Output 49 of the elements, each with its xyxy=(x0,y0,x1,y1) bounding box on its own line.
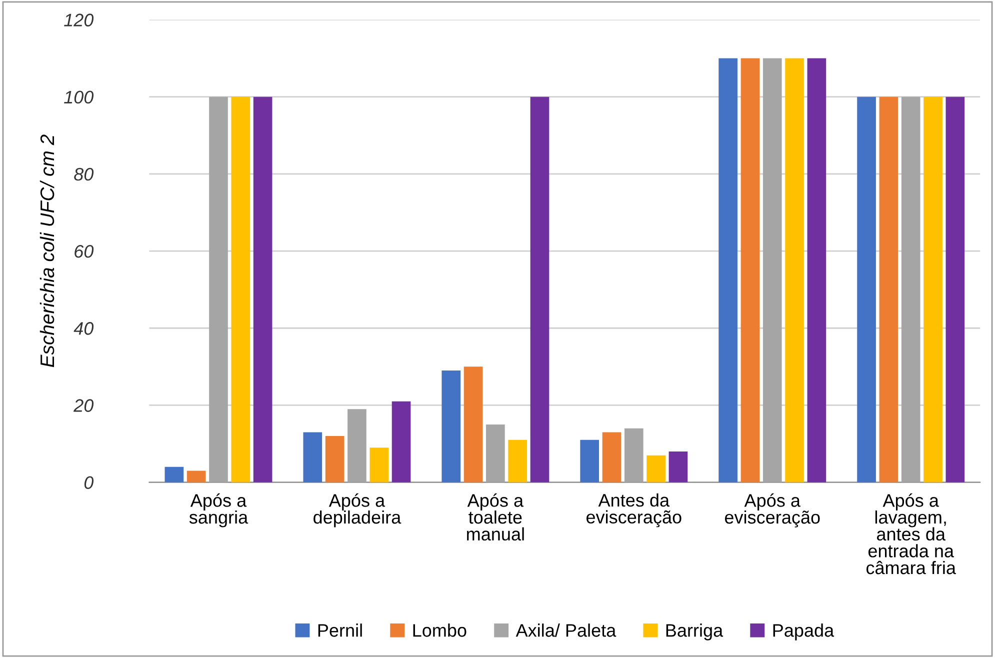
bar xyxy=(486,424,505,482)
y-tick-label: 20 xyxy=(74,399,94,412)
bar xyxy=(186,470,206,482)
bar xyxy=(370,448,389,482)
bar xyxy=(857,96,876,482)
y-tick-label: 60 xyxy=(74,244,94,258)
x-tick-label: Após a lavagem, antes da entrada na câmara fria xyxy=(866,493,956,574)
x-tick-label: Após a evisceração xyxy=(724,493,820,528)
legend-label: Barriga xyxy=(666,624,724,640)
bar xyxy=(901,96,920,482)
bar xyxy=(740,58,760,482)
y-tick-label: 0 xyxy=(84,476,94,490)
bar xyxy=(946,96,965,482)
y-tick-label: 40 xyxy=(74,322,94,335)
bar xyxy=(253,96,272,482)
bar xyxy=(668,451,688,482)
bar xyxy=(718,58,738,482)
bar xyxy=(602,432,622,482)
x-tick-label: Após a sangria xyxy=(189,493,248,528)
bar xyxy=(624,428,644,482)
x-tick-label: Após a depiladeira xyxy=(314,493,402,528)
bar xyxy=(785,58,804,482)
bar xyxy=(580,440,600,482)
y-tick-label: 80 xyxy=(74,168,94,181)
bar xyxy=(164,466,184,482)
bar xyxy=(231,96,250,482)
bar xyxy=(762,58,782,482)
x-tick-label: Antes da evisceração xyxy=(586,493,682,528)
bar xyxy=(348,409,366,482)
bar xyxy=(924,96,942,482)
x-tick-label: Após a toalete manual xyxy=(467,493,524,541)
bar xyxy=(879,96,898,482)
bar xyxy=(464,366,483,482)
bar xyxy=(646,455,666,482)
y-tick-label: 100 xyxy=(64,90,94,104)
bar xyxy=(442,370,461,482)
bar xyxy=(209,96,228,482)
bar xyxy=(530,96,550,482)
bar xyxy=(325,436,344,482)
legend-label: Lombo xyxy=(413,624,466,637)
bar xyxy=(508,440,527,482)
bar xyxy=(392,401,411,482)
y-axis-title: Escherichia coli UFC/ cm 2 xyxy=(40,134,54,368)
legend-label: Papada xyxy=(773,624,834,640)
y-tick-label: 120 xyxy=(64,14,94,26)
legend-label: Pernil xyxy=(318,624,362,637)
bar xyxy=(303,432,322,482)
legend-label: Axila/ Paleta xyxy=(516,624,616,637)
bar xyxy=(807,58,826,482)
